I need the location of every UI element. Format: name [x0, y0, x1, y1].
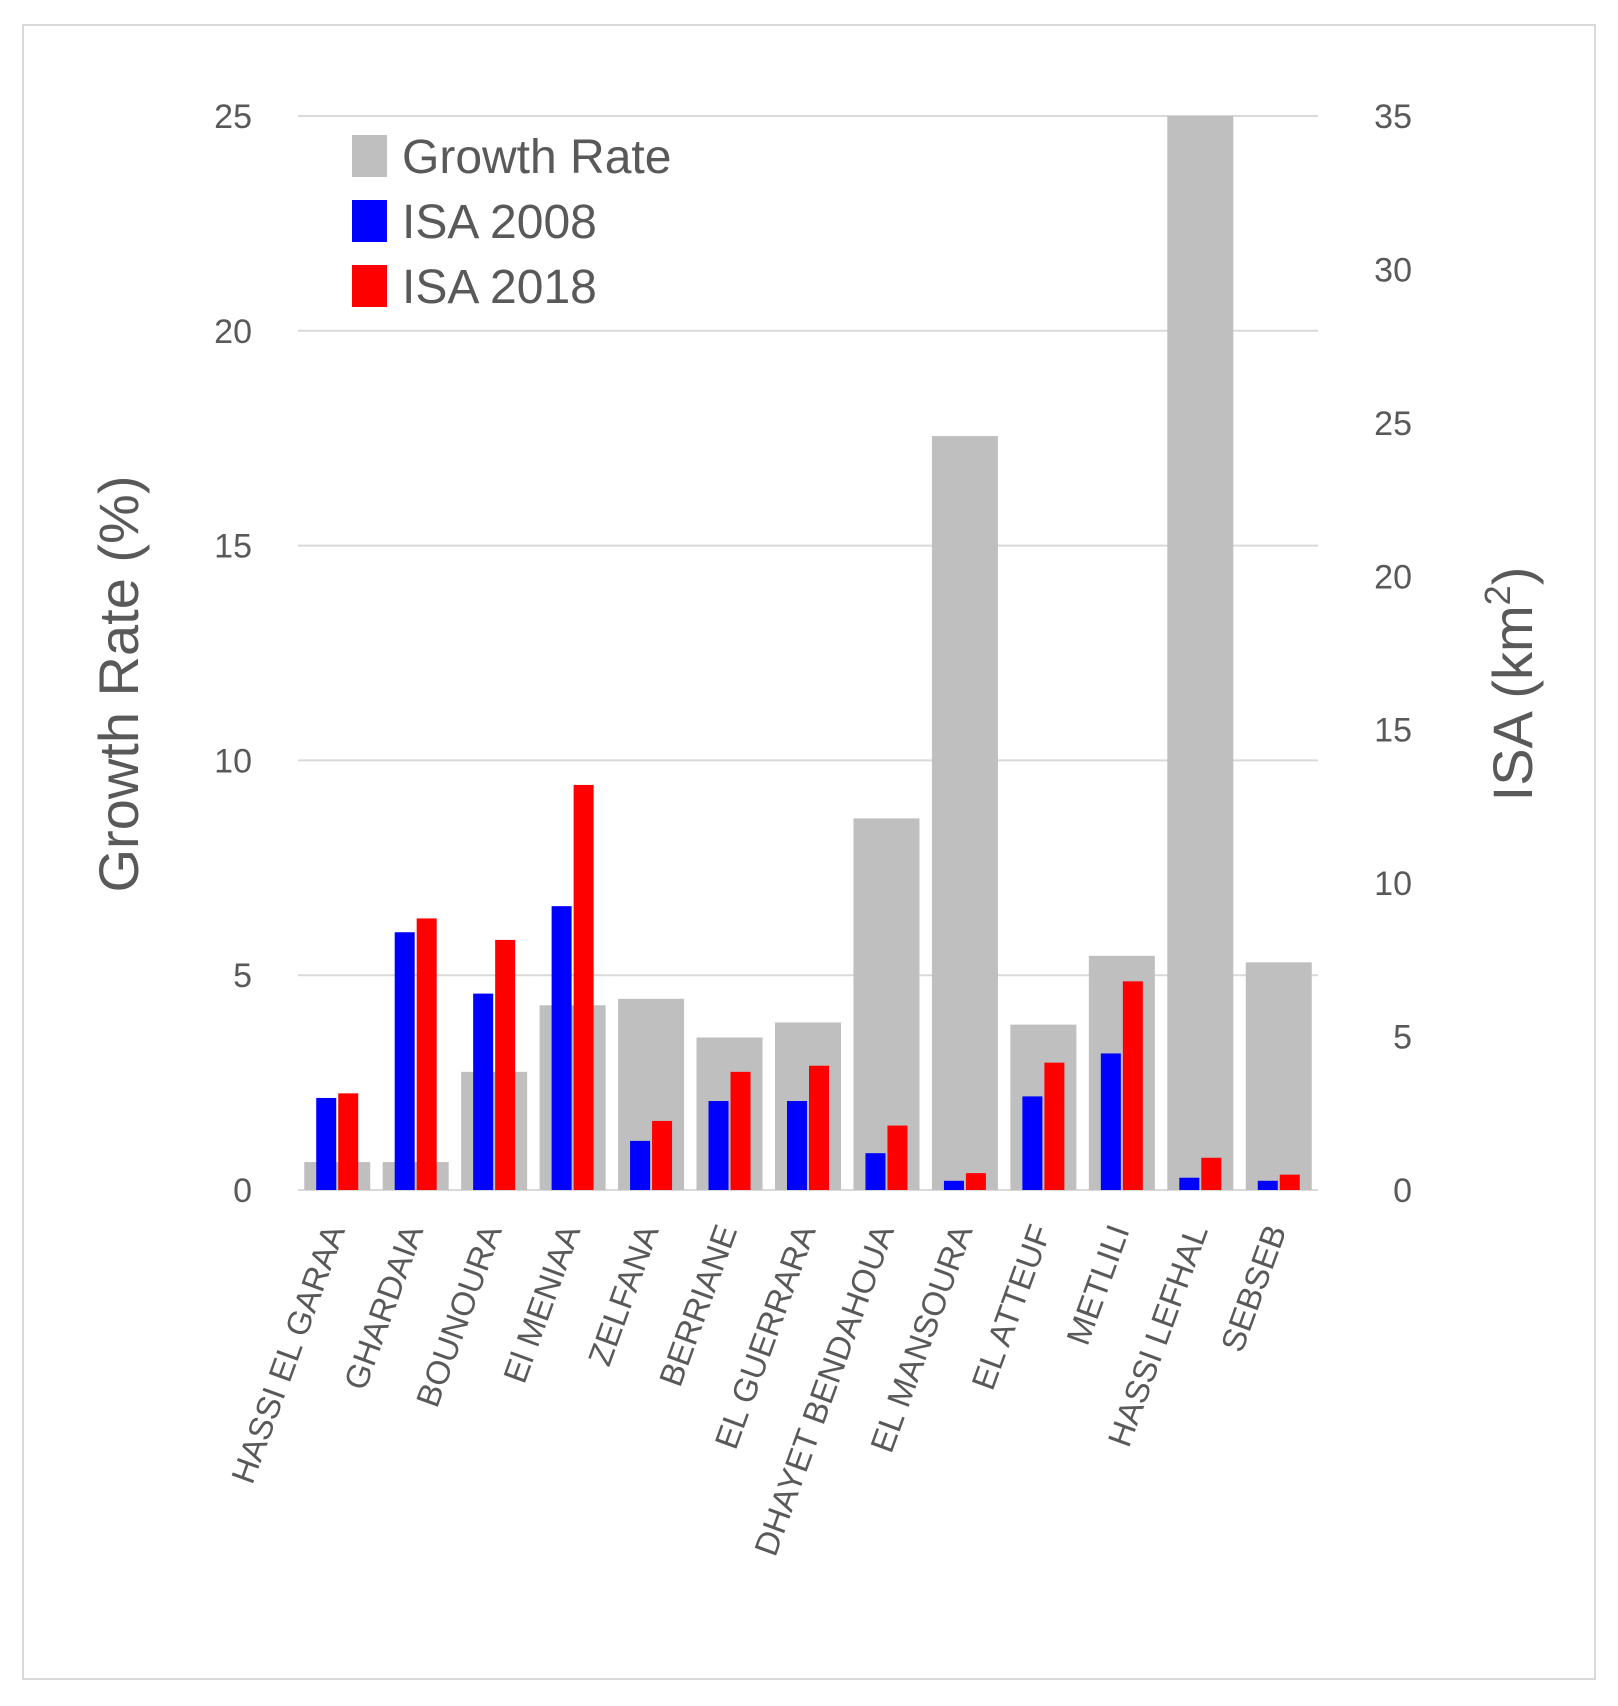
- left-tick-label: 15: [214, 528, 252, 566]
- isa-2008-bar: [1257, 1180, 1278, 1190]
- isa-2008-bar: [1100, 1053, 1121, 1190]
- growth-rate-bar: [1167, 116, 1234, 1190]
- right-axis-title-main: ISA (km: [1481, 605, 1544, 801]
- right-axis-ticks: 0 5 10 15 20 25 30 35: [1374, 98, 1412, 1210]
- legend: Growth Rate ISA 2008 ISA 2018: [352, 131, 671, 314]
- category-label: METLILI: [1059, 1220, 1136, 1350]
- growth-rate-bar: [382, 1162, 449, 1190]
- isa-2018-bar: [416, 918, 437, 1190]
- growth-rate-bar: [1245, 962, 1312, 1190]
- right-tick-label: 15: [1374, 712, 1412, 750]
- isa-2008-bar: [943, 1180, 964, 1190]
- legend-label: Growth Rate: [402, 131, 671, 184]
- left-tick-label: 20: [214, 313, 252, 351]
- legend-swatch: [352, 200, 387, 242]
- bars: [304, 116, 1312, 1190]
- right-tick-label: 20: [1374, 558, 1412, 596]
- growth-rate-bar: [775, 1022, 841, 1190]
- isa-2008-bar: [787, 1101, 807, 1190]
- isa-2018-bar: [809, 1065, 829, 1190]
- category-label: BERRIANE: [652, 1220, 744, 1391]
- legend-swatch: [352, 265, 387, 307]
- category-label: HASSI EL GARAA: [224, 1220, 352, 1488]
- right-axis-title-superscript: 2: [1477, 585, 1518, 605]
- right-tick-label: 0: [1393, 1172, 1412, 1210]
- isa-2008-bar: [316, 1097, 337, 1190]
- chart-frame: [22, 24, 1596, 1680]
- category-label: EL ATTEUF: [964, 1220, 1058, 1395]
- growth-rate-bar: [539, 1005, 606, 1190]
- growth-rate-bar: [931, 436, 998, 1190]
- left-axis-ticks: 0 5 10 15 20 25: [214, 98, 252, 1210]
- left-tick-label: 25: [214, 98, 252, 136]
- isa-2018-bar: [965, 1173, 986, 1190]
- left-tick-label: 5: [233, 957, 252, 995]
- isa-2018-bar: [495, 939, 516, 1190]
- legend-label: ISA 2008: [402, 196, 597, 249]
- growth-rate-bar: [304, 1162, 371, 1190]
- right-axis-title-end: ): [1481, 567, 1544, 586]
- isa-2008-bar: [1022, 1096, 1043, 1190]
- isa-2018-bar: [573, 784, 594, 1190]
- growth-rate-bar: [461, 1071, 528, 1190]
- left-axis-title: Growth Rate (%): [87, 476, 150, 893]
- isa-2008-bar: [865, 1153, 886, 1190]
- isa-2018-bar: [730, 1071, 751, 1190]
- growth-rate-bar: [696, 1037, 763, 1190]
- right-tick-label: 5: [1393, 1019, 1412, 1057]
- category-label: El MENIAA: [496, 1220, 587, 1388]
- isa-2008-bar: [708, 1101, 729, 1190]
- right-tick-label: 30: [1374, 251, 1412, 289]
- left-tick-label: 0: [233, 1172, 252, 1210]
- category-label: SEBSEB: [1213, 1220, 1293, 1357]
- isa-2018-bar: [1122, 981, 1143, 1190]
- category-label: GHARDAIA: [337, 1220, 431, 1395]
- isa-2018-bar: [652, 1120, 673, 1190]
- isa-2018-bar: [1044, 1062, 1065, 1190]
- growth-rate-bar: [618, 998, 685, 1190]
- right-tick-label: 25: [1374, 405, 1412, 443]
- isa-2008-bar: [473, 993, 494, 1190]
- isa-2018-bar: [887, 1125, 908, 1190]
- legend-swatch: [352, 135, 387, 177]
- growth-rate-bar: [1010, 1024, 1077, 1190]
- left-tick-label: 10: [214, 742, 252, 780]
- isa-2008-bar: [551, 906, 572, 1190]
- isa-2018-bar: [1201, 1157, 1222, 1190]
- growth-rate-bar: [853, 818, 920, 1190]
- right-tick-label: 10: [1374, 865, 1412, 903]
- isa-2018-bar: [1279, 1174, 1300, 1190]
- isa-2008-bar: [630, 1140, 651, 1190]
- legend-label: ISA 2018: [402, 261, 597, 314]
- growth-rate-bar: [1088, 955, 1155, 1190]
- isa-2008-bar: [394, 932, 415, 1190]
- right-tick-label: 35: [1374, 98, 1412, 136]
- category-label: ZELFANA: [581, 1220, 666, 1371]
- isa-2018-bar: [338, 1093, 359, 1190]
- isa-2008-bar: [1179, 1177, 1200, 1190]
- right-axis-title: ISA (km2): [1477, 567, 1544, 802]
